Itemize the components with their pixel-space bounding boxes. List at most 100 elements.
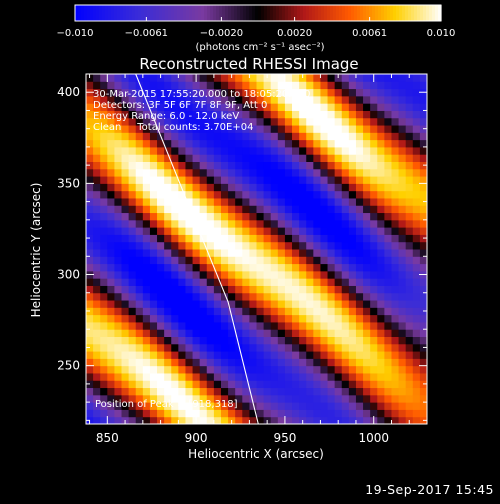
heatmap-cell bbox=[178, 402, 186, 410]
heatmap-cell bbox=[391, 270, 400, 279]
heatmap-cell bbox=[242, 74, 250, 82]
heatmap-cell bbox=[249, 314, 257, 323]
heatmap-cell bbox=[270, 416, 279, 425]
heatmap-cell bbox=[299, 300, 307, 308]
heatmap-cell bbox=[384, 81, 392, 90]
heatmap-cell bbox=[199, 394, 208, 403]
heatmap-cell bbox=[114, 234, 123, 243]
heatmap-cell bbox=[178, 394, 186, 403]
heatmap-cell bbox=[313, 249, 321, 257]
heatmap-cell bbox=[157, 117, 165, 126]
heatmap-cell bbox=[391, 241, 400, 250]
heatmap-cell bbox=[306, 95, 314, 104]
heatmap-cell bbox=[419, 103, 428, 111]
heatmap-cell bbox=[192, 314, 201, 323]
heatmap-cell bbox=[228, 117, 236, 126]
heatmap-cell bbox=[355, 270, 364, 279]
heatmap-cell bbox=[100, 329, 108, 337]
heatmap-cell bbox=[128, 300, 137, 308]
heatmap-cell bbox=[327, 351, 336, 359]
heatmap-cell bbox=[178, 270, 186, 279]
heatmap-cell bbox=[228, 278, 236, 286]
heatmap-cell bbox=[220, 176, 229, 184]
heatmap-cell bbox=[370, 146, 378, 155]
heatmap-cell bbox=[135, 278, 144, 286]
heatmap-cell bbox=[341, 190, 350, 199]
heatmap-cell bbox=[135, 183, 144, 192]
heatmap-cell bbox=[164, 125, 172, 133]
heatmap-cell bbox=[128, 88, 137, 97]
heatmap-cell bbox=[377, 292, 385, 301]
colorbar-cell bbox=[150, 5, 154, 21]
heatmap-cell bbox=[270, 402, 279, 410]
heatmap-cell bbox=[412, 321, 421, 330]
heatmap-cell bbox=[377, 314, 385, 323]
heatmap-cell bbox=[149, 183, 158, 192]
heatmap-cell bbox=[178, 285, 186, 294]
heatmap-cell bbox=[370, 351, 378, 359]
heatmap-cell bbox=[142, 234, 151, 243]
heatmap-cell bbox=[277, 336, 286, 345]
colorbar-cell bbox=[417, 5, 421, 21]
heatmap-cell bbox=[284, 110, 293, 119]
heatmap-cell bbox=[107, 117, 115, 126]
heatmap-cell bbox=[171, 416, 179, 425]
heatmap-cell bbox=[199, 372, 208, 381]
heatmap-cell bbox=[157, 285, 165, 294]
heatmap-cell bbox=[284, 139, 293, 148]
heatmap-cell bbox=[348, 132, 357, 141]
heatmap-cell bbox=[121, 117, 130, 126]
heatmap-cell bbox=[149, 139, 158, 148]
heatmap-cell bbox=[199, 103, 208, 111]
heatmap-cell bbox=[114, 372, 123, 381]
heatmap-cell bbox=[320, 183, 329, 192]
heatmap-cell bbox=[242, 343, 250, 352]
heatmap-cell bbox=[355, 190, 364, 199]
heatmap-cell bbox=[86, 314, 94, 323]
heatmap-cell bbox=[171, 234, 179, 243]
heatmap-cell bbox=[327, 154, 336, 162]
heatmap-cell bbox=[128, 241, 137, 250]
heatmap-cell bbox=[334, 219, 343, 228]
heatmap-cell bbox=[256, 168, 265, 177]
heatmap-cell bbox=[206, 394, 215, 403]
heatmap-cell bbox=[270, 387, 279, 396]
heatmap-cell bbox=[284, 365, 293, 374]
heatmap-cell bbox=[185, 380, 194, 389]
heatmap-cell bbox=[377, 343, 385, 352]
heatmap-cell bbox=[142, 219, 151, 228]
colorbar-cell bbox=[87, 5, 91, 21]
heatmap-cell bbox=[242, 278, 250, 286]
heatmap-cell bbox=[299, 88, 307, 97]
heatmap-cell bbox=[341, 146, 350, 155]
heatmap-cell bbox=[341, 351, 350, 359]
heatmap-cell bbox=[142, 161, 151, 170]
colorbar-cell bbox=[135, 5, 139, 21]
heatmap-cell bbox=[284, 372, 293, 381]
heatmap-cell bbox=[327, 365, 336, 374]
heatmap-cell bbox=[284, 146, 293, 155]
heatmap-cell bbox=[363, 110, 371, 119]
heatmap-cell bbox=[320, 263, 329, 272]
colorbar-cell bbox=[162, 5, 166, 21]
heatmap-cell bbox=[334, 351, 343, 359]
colorbar-cell bbox=[363, 5, 367, 21]
heatmap-cell bbox=[270, 110, 279, 119]
heatmap-cell bbox=[277, 161, 286, 170]
colorbar-tick-label: −0.010 bbox=[56, 28, 93, 39]
heatmap-cell bbox=[142, 329, 151, 337]
heatmap-cell bbox=[185, 88, 194, 97]
heatmap-cell bbox=[313, 139, 321, 148]
heatmap-cell bbox=[164, 139, 172, 148]
heatmap-cell bbox=[157, 263, 165, 272]
heatmap-cell bbox=[93, 227, 101, 235]
heatmap-cell bbox=[341, 416, 350, 425]
heatmap-cell bbox=[398, 300, 407, 308]
colorbar-cell bbox=[213, 5, 217, 21]
heatmap-cell bbox=[270, 380, 279, 389]
heatmap-cell bbox=[313, 183, 321, 192]
heatmap-cell bbox=[412, 234, 421, 243]
heatmap-cell bbox=[149, 292, 158, 301]
heatmap-cell bbox=[391, 95, 400, 104]
heatmap-cell bbox=[199, 351, 208, 359]
